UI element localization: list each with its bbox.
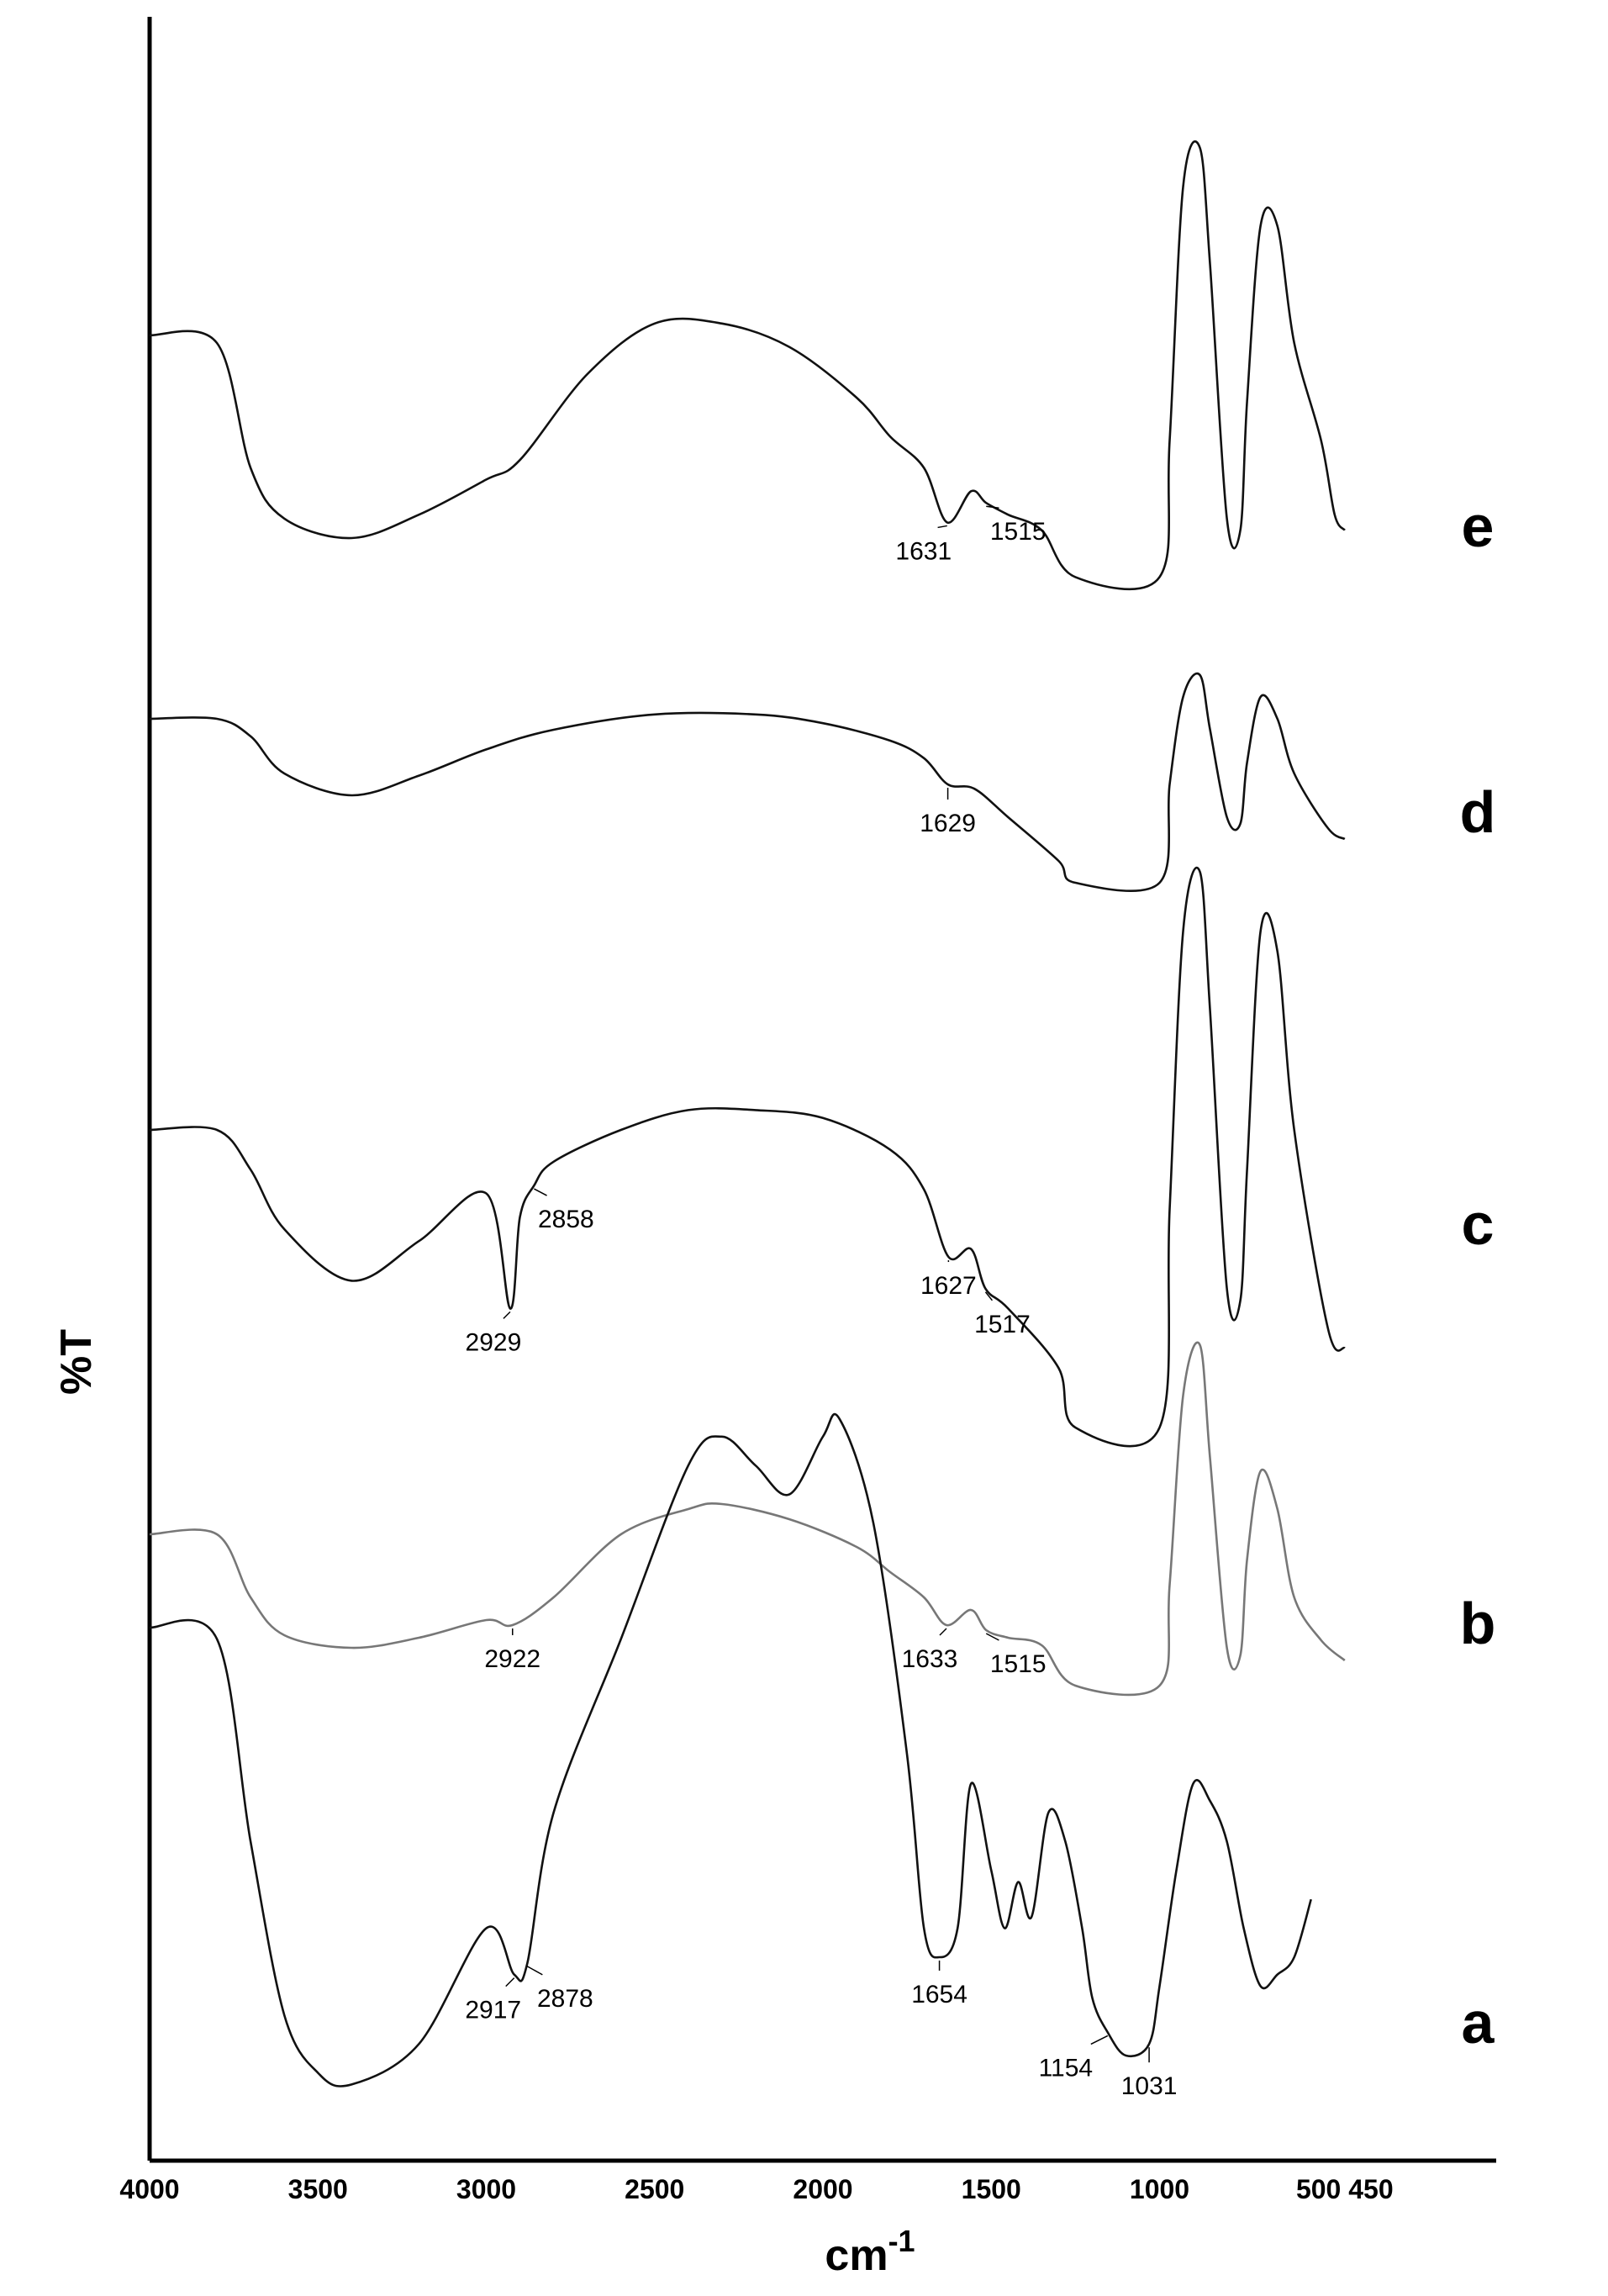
x-tick-label: 3000: [456, 2174, 516, 2204]
series-line-a: [149, 1412, 1312, 2088]
x-tick-label: 1000: [1130, 2174, 1189, 2204]
annotation-leader-2858: [534, 1188, 547, 1196]
annotation-label-2878: 2878: [537, 1985, 593, 2013]
annotation-leader-2878: [526, 1966, 543, 1976]
x-tick-label: 2000: [793, 2174, 852, 2204]
annotation-leader-1633: [939, 1628, 947, 1636]
annotation-label-2917: 2917: [465, 1997, 521, 2024]
annotation-label-1154: 1154: [1039, 2054, 1094, 2082]
annotation-leader-1517: [984, 1291, 994, 1301]
annotation-leader-2917: [505, 1977, 515, 1987]
series-label-c: c: [1462, 1191, 1495, 1257]
x-tick-label: 1500: [962, 2174, 1021, 2204]
annotation-label-2858: 2858: [538, 1206, 594, 1233]
series-labels: e d c b a: [1460, 494, 1496, 2056]
spectra-series: [149, 140, 1346, 2088]
annotation-leader-2929: [503, 1311, 511, 1319]
annotation-label-1515: 1515: [990, 518, 1047, 546]
annotation-label-1031: 1031: [1121, 2072, 1178, 2100]
annotation-label-1633: 1633: [902, 1645, 958, 1673]
x-axis-title: cm-1: [825, 2224, 915, 2280]
peak-annotations: 1631 1515 1629 2929 2858 1627 1517 2922 1633 1515…: [465, 505, 1178, 2100]
annotation-label-1627: 1627: [920, 1272, 977, 1300]
x-tick-label: 4000: [119, 2174, 179, 2204]
y-axis-title: %T: [52, 1329, 101, 1395]
x-tick-label: 2500: [625, 2174, 684, 2204]
annotation-leader-1515: [986, 505, 999, 509]
series-label-e: e: [1462, 494, 1495, 559]
series-label-d: d: [1460, 779, 1496, 845]
annotation-label-1629: 1629: [920, 810, 976, 837]
annotation-leader-1515: [985, 1633, 999, 1641]
series-line-c: [149, 866, 1346, 1448]
annotation-leader-1631: [937, 525, 947, 529]
annotation-label-1631: 1631: [895, 537, 952, 565]
series-line-e: [149, 140, 1346, 591]
series-label-b: b: [1460, 1591, 1496, 1656]
x-tick-label-500-450: 500 450: [1296, 2174, 1394, 2204]
x-axis-title-superscript: -1: [888, 2224, 915, 2258]
series-label-a: a: [1462, 1990, 1495, 2056]
annotation-label-2922: 2922: [484, 1645, 540, 1673]
annotation-label-1517: 1517: [974, 1311, 1031, 1338]
x-tick-label: 3500: [288, 2174, 348, 2204]
annotation-label-2929: 2929: [466, 1328, 522, 1356]
annotation-leader-1154: [1090, 2035, 1109, 2045]
series-line-d: [149, 672, 1346, 892]
annotation-label-1654: 1654: [911, 1981, 967, 2008]
annotation-label-1515: 1515: [990, 1650, 1047, 1678]
series-line-b: [149, 1341, 1346, 1697]
